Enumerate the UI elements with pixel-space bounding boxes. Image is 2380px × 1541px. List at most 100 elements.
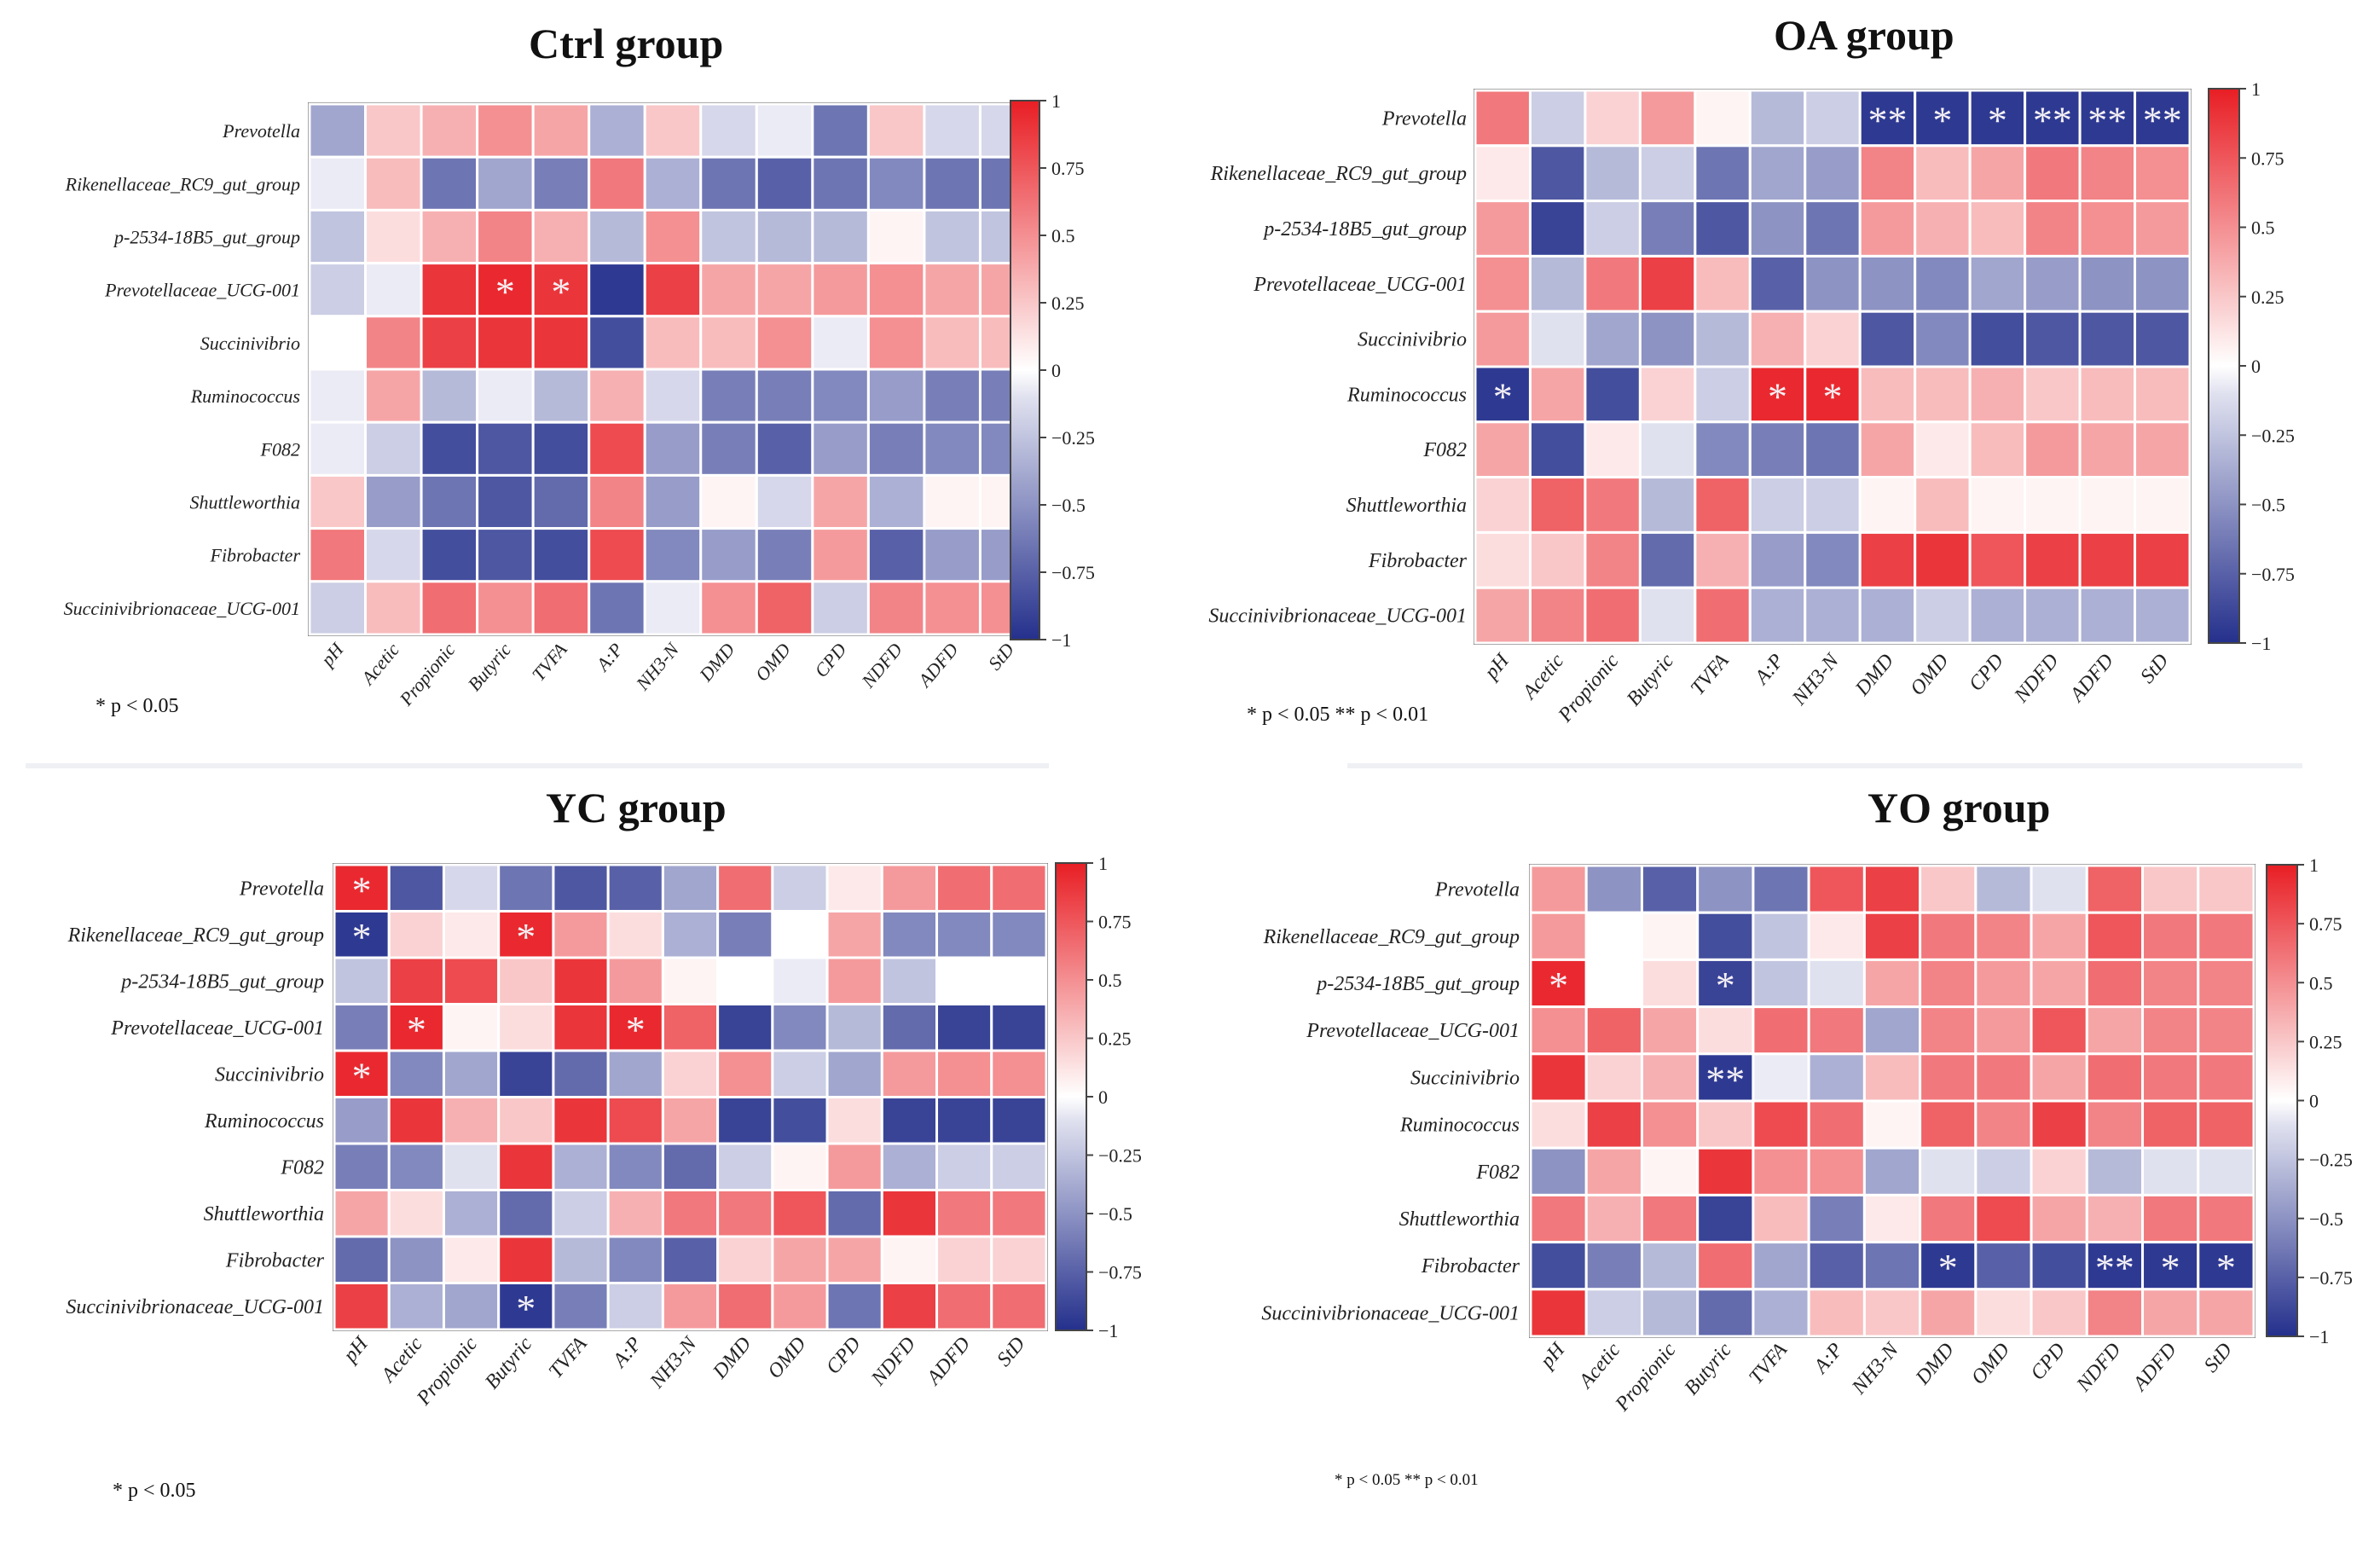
colorbar-tick-label: −0.25 — [2251, 425, 2295, 446]
heatmap-cell — [442, 1235, 501, 1284]
heatmap-cell — [1858, 420, 1917, 479]
heatmap-cell — [2197, 1288, 2255, 1338]
column-label: pH — [1535, 1338, 1570, 1374]
heatmap-cell — [2197, 1005, 2255, 1056]
heatmap-cell — [1694, 420, 1752, 479]
heatmap-cell — [552, 1235, 610, 1284]
heatmap-cell — [606, 956, 664, 1005]
heatmap-cell — [1752, 1193, 1810, 1244]
heatmap-cell — [935, 1142, 993, 1191]
heatmap-cell — [531, 473, 591, 530]
heatmap-cell — [699, 102, 758, 159]
heatmap-cell — [308, 208, 368, 265]
heatmap-cell — [2078, 476, 2137, 534]
column-label: TVFA — [528, 639, 571, 686]
heatmap-cell — [1968, 254, 2027, 313]
heatmap-cell — [1528, 144, 1587, 203]
heatmap-cell — [333, 1096, 391, 1145]
heatmap-cell — [531, 527, 591, 583]
row-label: Rikenellaceae_RC9_gut_group — [1210, 163, 1467, 185]
heatmap-cell — [588, 420, 646, 477]
colorbar-tick-label: −0.5 — [1051, 495, 1086, 516]
heatmap-cell — [1858, 365, 1917, 424]
heatmap-cell — [1968, 476, 2027, 534]
heatmap-cell — [606, 1235, 664, 1284]
colorbar-tick-label: 0.25 — [2251, 287, 2284, 308]
heatmap-cell — [2024, 310, 2082, 368]
heatmap-cell — [1474, 365, 1532, 424]
heatmap-cell — [990, 1003, 1048, 1052]
heatmap-cell — [420, 580, 479, 636]
heatmap-cell — [1968, 144, 2027, 203]
heatmap-cell — [1748, 420, 1807, 479]
row-label: Ruminococcus — [1399, 1115, 1520, 1137]
heatmap-cell — [643, 580, 703, 636]
heatmap-cell — [990, 863, 1048, 912]
heatmap-cell — [308, 262, 368, 318]
heatmap-cell — [1474, 89, 1532, 148]
heatmap-cell — [1919, 1193, 1978, 1244]
significance-marker: * — [352, 1054, 372, 1098]
heatmap-cell — [588, 527, 646, 583]
heatmap-cell — [1919, 1005, 1978, 1056]
heatmap-cell — [1529, 1146, 1588, 1196]
heatmap-cell — [476, 208, 535, 265]
heatmap-cell — [755, 315, 814, 371]
heatmap-cell — [497, 1096, 555, 1145]
heatmap-cell — [1804, 530, 1862, 589]
heatmap-cell — [1974, 1146, 2033, 1196]
heatmap-cell — [2030, 864, 2088, 914]
heatmap-cell — [771, 1096, 829, 1145]
heatmap-cell — [923, 315, 982, 371]
heatmap-cell — [1474, 144, 1532, 203]
heatmap-cell — [755, 102, 814, 159]
column-label: ADFD — [922, 1333, 975, 1390]
heatmap-cell — [2134, 310, 2192, 368]
heatmap-cell — [2197, 1241, 2255, 1291]
heatmap-cell — [552, 1096, 610, 1145]
heatmap-cell — [1584, 476, 1642, 534]
heatmap-cell — [935, 1189, 993, 1238]
heatmap-cell — [387, 863, 445, 912]
heatmap-cell — [923, 420, 982, 477]
heatmap-cell — [2078, 420, 2137, 479]
heatmap-cell — [2085, 911, 2145, 961]
heatmap-cell — [308, 580, 368, 636]
heatmap-cell — [699, 155, 758, 211]
heatmap-cell — [387, 1235, 445, 1284]
heatmap-cell — [2197, 1146, 2255, 1196]
heatmap-cell — [811, 420, 870, 477]
heatmap-cell — [935, 1003, 993, 1052]
heatmap-cell — [1696, 1005, 1755, 1056]
colorbar-tick-label: 0.5 — [1051, 225, 1075, 246]
heatmap-cell — [1862, 958, 1922, 1009]
heatmap-cell — [606, 1189, 664, 1238]
heatmap-cell — [2141, 864, 2200, 914]
heatmap-cell — [1638, 254, 1697, 313]
heatmap-cell — [755, 580, 814, 636]
column-label: NH3-N — [1847, 1338, 1903, 1399]
heatmap-cell — [1862, 1005, 1922, 1056]
significance-marker: * — [352, 915, 372, 959]
heatmap-cell — [935, 1282, 993, 1331]
heatmap-cell — [2134, 144, 2192, 203]
heatmap-cell — [716, 1282, 774, 1331]
column-label: TVFA — [1745, 1339, 1792, 1389]
heatmap-cell — [588, 208, 646, 265]
heatmap-cell — [1696, 1146, 1755, 1196]
heatmap-cell — [1974, 1193, 2033, 1244]
heatmap-cell — [1807, 1193, 1866, 1244]
heatmap-cell — [1640, 1193, 1700, 1244]
row-label: Ruminococcus — [204, 1110, 324, 1133]
heatmap-cell — [923, 262, 982, 318]
heatmap-cell — [476, 580, 535, 636]
heatmap-cell — [825, 1096, 883, 1145]
heatmap-cell — [1694, 144, 1752, 203]
column-label: OMD — [1906, 650, 1953, 700]
heatmap-cell — [2141, 1193, 2200, 1244]
row-label: Fibrobacter — [210, 545, 301, 566]
heatmap-cell — [442, 1142, 501, 1191]
heatmap-cell — [387, 1282, 445, 1331]
column-label: pH — [316, 638, 348, 671]
column-label: NH3-N — [646, 1332, 702, 1393]
